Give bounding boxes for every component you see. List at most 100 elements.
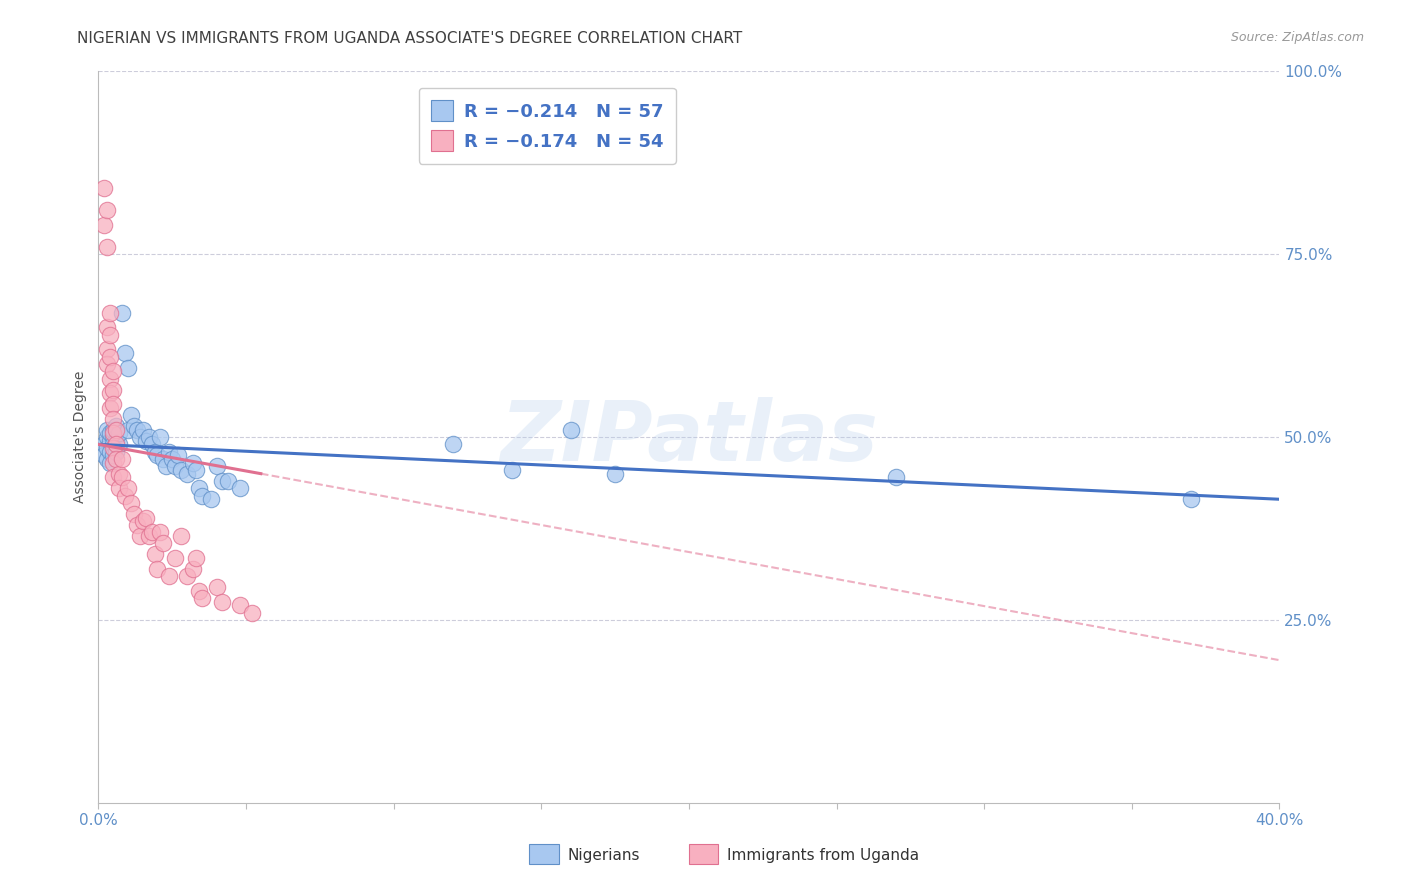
Point [111,306,134,320]
Point [149,525,172,540]
Point [98,401,121,415]
Point [211,594,233,608]
Point [111,470,134,484]
Point [132,423,155,437]
Point [103,364,125,378]
Point [125,423,148,437]
Point [96,452,118,467]
Point [152,536,174,550]
Point [98,371,121,385]
Point [146,562,169,576]
Point [184,550,207,565]
Point [98,306,121,320]
Point [141,437,163,451]
Point [605,467,627,481]
Point [138,430,160,444]
Point [229,599,252,613]
Point [157,444,180,458]
Point [96,203,118,218]
Point [96,423,118,437]
Point [96,430,118,444]
Point [108,437,131,451]
Point [128,529,150,543]
Point [108,467,131,481]
Point [98,386,121,401]
Point [441,437,464,451]
Point [98,327,121,342]
Point [93,437,115,451]
Point [105,423,128,437]
Point [103,456,125,470]
Text: ZIPatlas: ZIPatlas [501,397,877,477]
Point [105,444,128,458]
Point [125,517,148,532]
Point [181,456,204,470]
Point [96,357,118,371]
Point [96,441,118,455]
Point [217,474,239,488]
Point [98,426,121,441]
Point [96,320,118,334]
Point [181,562,204,576]
Point [103,423,125,437]
FancyBboxPatch shape [689,844,718,864]
Point [98,444,121,458]
Point [187,481,209,495]
Point [184,463,207,477]
Point [108,426,131,441]
Point [120,496,142,510]
Point [240,606,263,620]
Point [103,412,125,426]
Point [191,591,214,605]
Point [155,459,177,474]
Point [141,525,163,540]
Point [122,507,145,521]
Point [205,580,228,594]
Point [93,218,115,232]
Point [117,423,139,437]
Text: Source: ZipAtlas.com: Source: ZipAtlas.com [1230,31,1364,45]
Point [1180,492,1202,507]
Point [103,470,125,484]
Point [176,569,198,583]
Point [132,514,155,528]
Point [108,481,131,495]
Point [103,437,125,451]
Point [98,456,121,470]
Text: Immigrants from Uganda: Immigrants from Uganda [727,848,920,863]
Point [162,452,183,467]
Y-axis label: Associate's Degree: Associate's Degree [73,371,87,503]
Point [501,463,523,477]
Point [120,408,142,422]
Point [117,360,139,375]
Point [884,470,907,484]
Point [103,430,125,444]
Point [122,419,145,434]
Point [167,448,190,462]
Point [93,448,115,462]
Point [135,510,157,524]
Text: NIGERIAN VS IMMIGRANTS FROM UGANDA ASSOCIATE'S DEGREE CORRELATION CHART: NIGERIAN VS IMMIGRANTS FROM UGANDA ASSOC… [77,31,742,46]
Point [560,423,582,437]
FancyBboxPatch shape [530,844,560,864]
Point [135,434,157,448]
Point [105,437,128,451]
Point [105,419,128,434]
Point [200,492,222,507]
Point [114,346,136,360]
Point [114,489,136,503]
Point [143,444,166,458]
Point [98,350,121,364]
Text: Nigerians: Nigerians [567,848,640,863]
Point [165,459,187,474]
Point [157,569,180,583]
Point [176,467,198,481]
Point [103,426,125,441]
Point [117,481,139,495]
Point [98,434,121,448]
Point [103,383,125,397]
Point [170,463,193,477]
Point [187,583,209,598]
Point [152,452,174,467]
Point [143,547,166,561]
